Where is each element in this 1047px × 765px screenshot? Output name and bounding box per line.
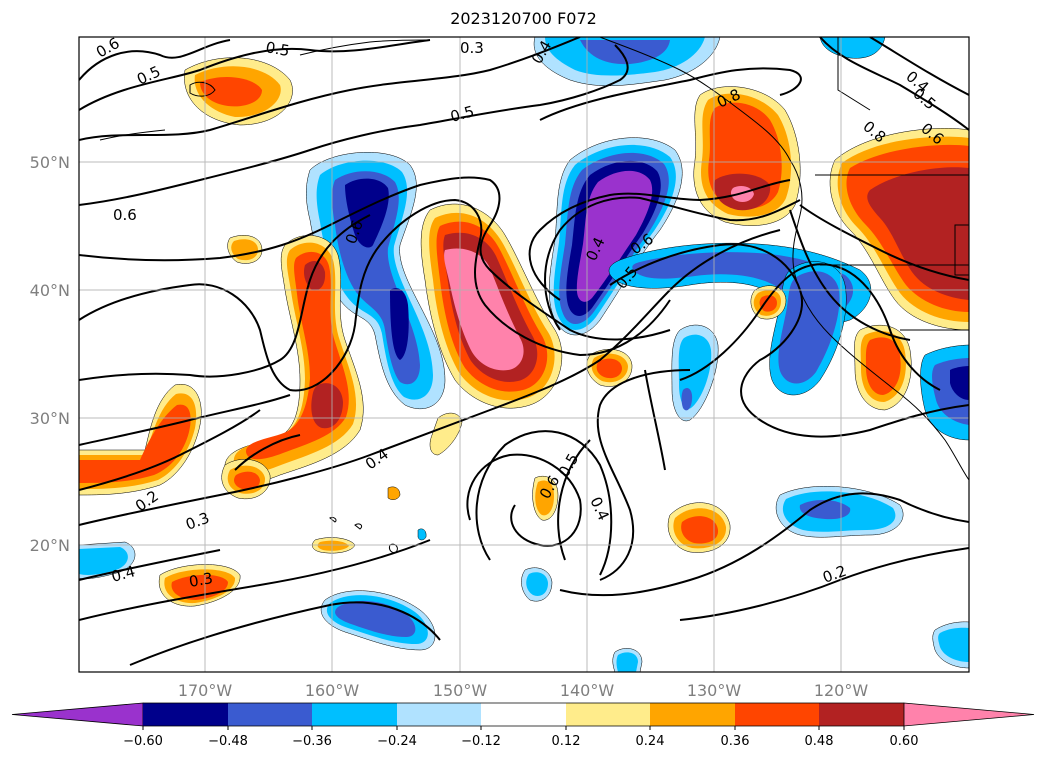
colorbar-tick-label: −0.12 xyxy=(461,734,501,749)
map-title: 2023120700 F072 xyxy=(450,9,597,28)
lat-label: 30°N xyxy=(30,409,70,428)
colorbar-tick-label: −0.36 xyxy=(292,734,332,749)
lat-label: 40°N xyxy=(30,281,70,300)
contour-label: 0.3 xyxy=(188,569,215,591)
colorbar-tick-label: −0.48 xyxy=(208,734,248,749)
colorbar: −0.60 −0.48 −0.36 −0.24 −0.12 0.12 0.24 0.36 0.4… xyxy=(11,702,1035,749)
colorbar-tick-label: −0.60 xyxy=(123,734,163,749)
lat-label: 50°N xyxy=(30,153,70,172)
colorbar-tick-label: 0.24 xyxy=(636,734,665,749)
colorbar-extend-high xyxy=(903,702,1035,727)
latitude-labels: 50°N 40°N 30°N 20°N xyxy=(30,153,70,555)
contour-label: 0.5 xyxy=(264,38,291,60)
lon-label: 160°W xyxy=(305,681,360,700)
map-area: 0.6 0.5 0.5 0.3 0.4 0.5 0.8 0.4 0.5 0.8 … xyxy=(79,37,969,672)
colorbar-tick-label: −0.24 xyxy=(377,734,417,749)
colorbar-swatch xyxy=(312,703,397,726)
lat-label: 20°N xyxy=(30,536,70,555)
anomaly-fills xyxy=(79,37,969,672)
colorbar-swatch xyxy=(397,703,481,726)
lon-label: 140°W xyxy=(560,681,615,700)
contour-label: 0.6 xyxy=(113,206,137,224)
lon-label: 150°W xyxy=(433,681,488,700)
colorbar-swatch xyxy=(566,703,650,726)
map-frame xyxy=(78,36,970,673)
contour-lines xyxy=(79,37,969,666)
colorbar-tick-label: 0.60 xyxy=(890,734,919,749)
lon-label: 130°W xyxy=(687,681,742,700)
colorbar-swatch xyxy=(735,703,819,726)
lon-label: 120°W xyxy=(814,681,869,700)
contour-label: 0.5 xyxy=(448,102,476,126)
contour-label: 0.4 xyxy=(109,562,137,586)
colorbar-tick-label: 0.36 xyxy=(721,734,750,749)
colorbar-swatch xyxy=(228,703,312,726)
colorbar-swatch xyxy=(819,703,904,726)
colorbar-tick-label: 0.48 xyxy=(805,734,834,749)
contour-label: 0.3 xyxy=(460,39,484,57)
colorbar-extend-low xyxy=(11,702,144,727)
colorbar-swatch xyxy=(650,703,735,726)
gridlines xyxy=(79,37,969,672)
colorbar-swatch xyxy=(481,703,566,726)
lon-label: 170°W xyxy=(178,681,233,700)
colorbar-swatch xyxy=(143,703,228,726)
colorbar-tick-label: 0.12 xyxy=(552,734,581,749)
longitude-labels: 170°W 160°W 150°W 140°W 130°W 120°W xyxy=(178,681,869,700)
